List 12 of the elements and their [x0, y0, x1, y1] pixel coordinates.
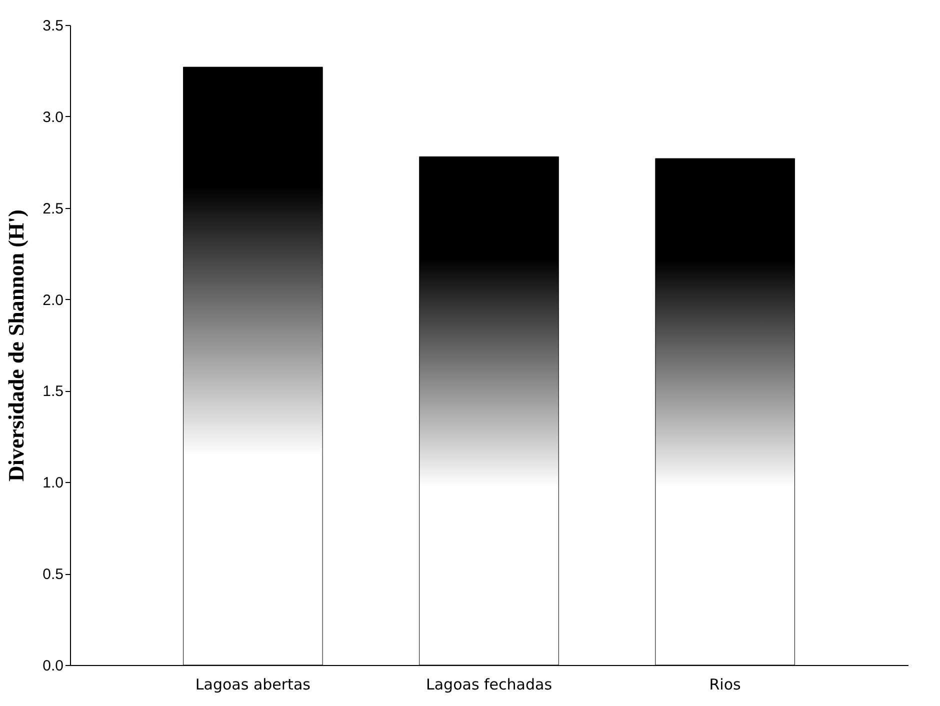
x-tick-label: Lagoas abertas: [195, 676, 311, 694]
y-tick-label: 2.0: [42, 292, 64, 309]
y-tick-label: 0.5: [42, 566, 64, 584]
y-tick-label: 0.0: [42, 658, 64, 674]
y-tick-label: 3.5: [42, 18, 64, 34]
y-tick-label: 1.0: [42, 474, 64, 492]
y-tick-label: 2.5: [42, 200, 64, 218]
y-tick-label: 3.0: [42, 108, 64, 126]
x-tick-label: Lagoas fechadas: [426, 676, 552, 694]
x-tick-label: Rios: [709, 676, 742, 694]
y-tick-label: 1.5: [42, 383, 64, 400]
y-axis-title: Diversidade de Shannon (H'): [4, 210, 29, 482]
